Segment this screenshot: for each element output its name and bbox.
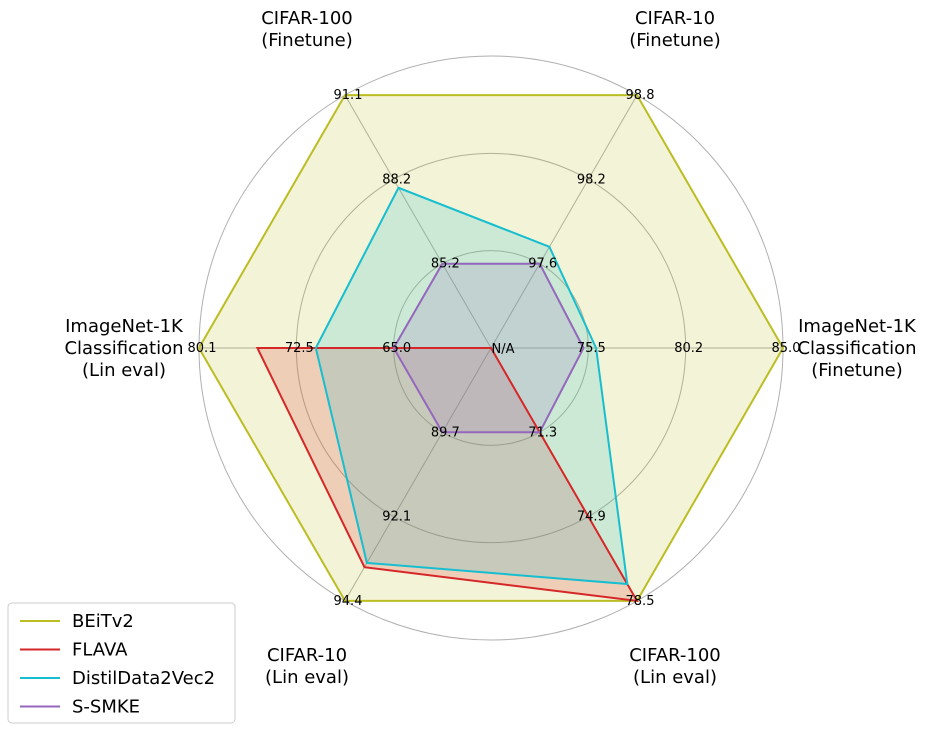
- axis-label-1-line-0: CIFAR-10: [635, 8, 715, 29]
- axis-label-0: ImageNet-1K Classification (Finetune): [797, 316, 917, 381]
- series-polygons: [197, 94, 785, 603]
- axis-label-0-line-0: ImageNet-1K: [798, 316, 917, 337]
- tick-label-axis0-2: 80.2: [674, 341, 703, 356]
- tick-label-axis5-2: 74.9: [577, 510, 606, 525]
- axis-label-2-line-0: CIFAR-100: [261, 8, 353, 29]
- spoke-1: [490, 94, 638, 349]
- series-fill-flava: [257, 348, 637, 601]
- tick-label-axis4-2: 92.1: [382, 510, 411, 525]
- tick-label-axis5-3: 78.5: [626, 594, 655, 609]
- tick-label-axis3-1: 65.0: [382, 341, 411, 356]
- tick-label-axis0-1: 75.5: [577, 341, 606, 356]
- tick-label-axis1-2: 98.2: [577, 172, 606, 187]
- spoke-2: [344, 94, 492, 349]
- tick-label-axis1-3: 98.8: [626, 88, 655, 103]
- axis-label-1: CIFAR-10 (Finetune): [629, 8, 721, 51]
- legend-label-s-smke: S-SMKE: [72, 697, 140, 718]
- tick-label-axis4-1: 89.7: [431, 425, 460, 440]
- axis-label-4: CIFAR-10 (Lin eval): [265, 645, 349, 688]
- spoke-4: [344, 347, 492, 602]
- axis-labels: ImageNet-1K Classification (Finetune)CIFAR…: [64, 8, 917, 688]
- tick-label-axis2-2: 88.2: [382, 172, 411, 187]
- axis-label-2-line-1: (Finetune): [261, 30, 353, 51]
- legend-box: [7, 602, 236, 724]
- legend-label-flava: FLAVA: [72, 640, 128, 661]
- tick-label-axis3-3: 80.1: [188, 341, 217, 356]
- axis-label-0-line-1: Classification: [797, 338, 916, 359]
- legend-label-distildata2vec2: DistilData2Vec2: [72, 668, 215, 689]
- tick-label-axis2-1: 85.2: [431, 257, 460, 272]
- axis-label-0-line-2: (Finetune): [811, 360, 903, 381]
- tick-label-axis1-1: 97.6: [528, 257, 557, 272]
- axis-label-2: CIFAR-100 (Finetune): [261, 8, 353, 51]
- legend-label-beitv2: BEiTv2: [72, 611, 134, 632]
- series-line-s-smke: [392, 262, 585, 434]
- tick-label-axis2-3: 91.1: [334, 88, 363, 103]
- axis-label-5-line-1: (Lin eval): [633, 667, 717, 688]
- axis-label-5-line-0: CIFAR-100: [629, 645, 721, 666]
- tick-label-axis5-1: 71.3: [528, 425, 557, 440]
- axis-label-3: ImageNet-1K Classification (Lin eval): [64, 316, 184, 381]
- axis-label-3-line-1: Classification: [64, 338, 183, 359]
- center-label: N/A: [492, 342, 515, 357]
- axis-label-4-line-1: (Lin eval): [265, 667, 349, 688]
- tick-label-axis4-3: 94.4: [334, 594, 363, 609]
- axis-label-3-line-0: ImageNet-1K: [65, 316, 184, 337]
- axis-label-5: CIFAR-100 (Lin eval): [629, 645, 721, 688]
- legend: BEiTv2 FLAVA DistilData2Vec2 S-SMKE: [7, 602, 236, 724]
- series-line-distildata2vec2: [314, 186, 629, 586]
- axis-label-1-line-1: (Finetune): [629, 30, 721, 51]
- series-fill-distildata2vec2: [315, 187, 628, 585]
- tick-label-axis3-2: 72.5: [285, 341, 314, 356]
- axis-label-4-line-0: CIFAR-10: [267, 645, 347, 666]
- series-line-flava: [255, 347, 639, 603]
- axis-label-3-line-2: (Lin eval): [82, 360, 166, 381]
- tick-label-axis0-3: 85.0: [772, 341, 801, 356]
- tick-labels: 75.5 80.2 85.0 97.6 98.2 98.8 85.2 88.2 91.1 65.0…: [188, 88, 801, 609]
